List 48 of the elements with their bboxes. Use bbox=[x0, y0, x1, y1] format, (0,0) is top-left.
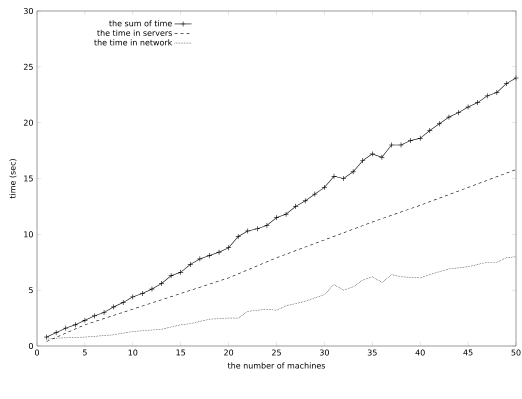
point bbox=[504, 80, 510, 86]
point bbox=[494, 90, 500, 96]
point bbox=[264, 222, 270, 228]
point bbox=[350, 169, 356, 175]
point bbox=[370, 151, 376, 157]
point bbox=[408, 138, 414, 144]
point bbox=[226, 244, 232, 251]
point bbox=[474, 100, 480, 106]
point bbox=[302, 198, 308, 204]
point bbox=[158, 280, 164, 286]
point bbox=[216, 249, 222, 255]
point bbox=[331, 173, 337, 180]
point bbox=[340, 176, 346, 182]
point bbox=[178, 270, 184, 276]
point bbox=[206, 252, 212, 258]
point bbox=[274, 214, 280, 220]
point bbox=[120, 300, 126, 306]
point bbox=[446, 114, 452, 120]
point bbox=[53, 330, 59, 336]
point bbox=[254, 226, 260, 232]
point bbox=[110, 304, 116, 310]
point bbox=[197, 256, 203, 262]
point bbox=[244, 228, 251, 234]
point bbox=[484, 93, 490, 99]
point bbox=[72, 322, 78, 328]
point bbox=[130, 294, 136, 300]
point bbox=[149, 286, 155, 292]
point bbox=[322, 184, 328, 190]
point bbox=[187, 262, 194, 268]
point bbox=[168, 272, 174, 278]
point bbox=[292, 204, 298, 210]
point bbox=[417, 136, 423, 142]
point bbox=[312, 191, 318, 197]
point bbox=[360, 158, 366, 164]
point bbox=[235, 234, 241, 240]
point bbox=[62, 325, 69, 331]
point bbox=[436, 120, 442, 127]
point bbox=[465, 104, 471, 110]
point bbox=[283, 211, 289, 218]
point bbox=[426, 128, 433, 134]
point bbox=[101, 310, 107, 316]
point bbox=[92, 313, 98, 319]
point bbox=[388, 142, 394, 148]
point bbox=[140, 290, 146, 296]
point bbox=[82, 318, 88, 324]
point bbox=[456, 110, 462, 116]
point bbox=[379, 154, 385, 160]
point bbox=[398, 142, 404, 148]
